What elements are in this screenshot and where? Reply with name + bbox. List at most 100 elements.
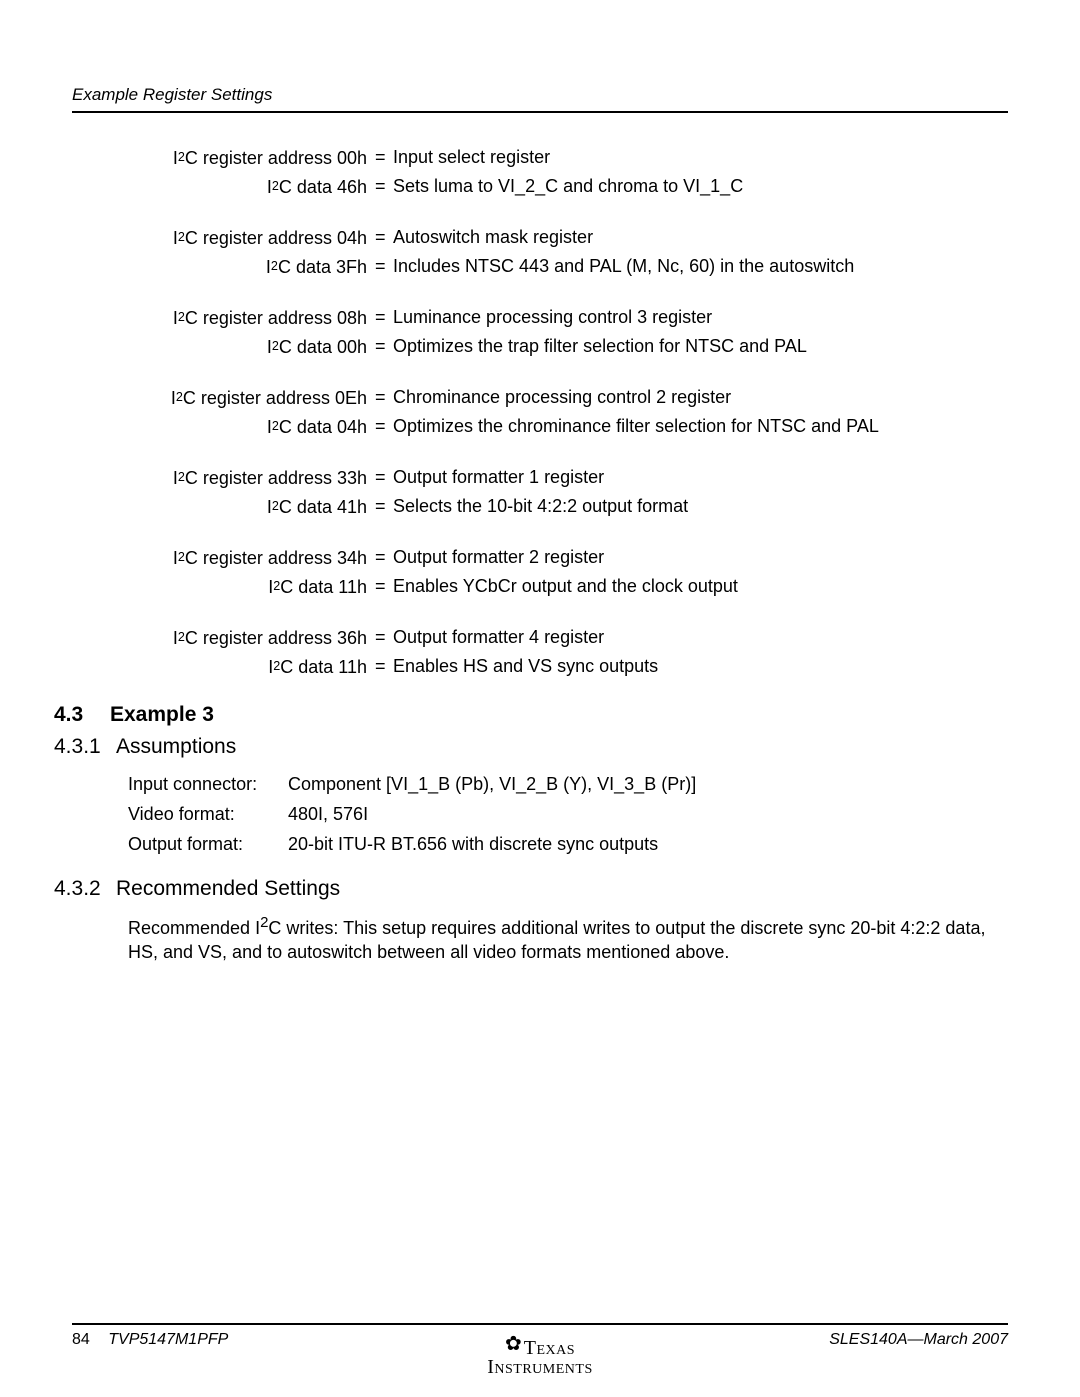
section-number: 4.3	[54, 703, 110, 727]
i2c-label: I2C data 00h	[267, 337, 367, 357]
register-data-label: I2C data 11h	[142, 652, 375, 681]
register-data-desc: Includes NTSC 443 and PAL (M, Nc, 60) in…	[393, 252, 1008, 281]
assumption-value: 20-bit ITU-R BT.656 with discrete sync o…	[288, 829, 658, 859]
equals-sign: =	[375, 652, 393, 681]
i2c-label: I2C register address 00h	[173, 148, 367, 168]
register-data-row: I2C data 11h =Enables YCbCr output and th…	[142, 572, 1008, 601]
page: Example Register Settings I2C register a…	[0, 0, 1080, 1397]
i2c-label: I2C register address 34h	[173, 548, 367, 568]
i2c-label: I2C data 3Fh	[266, 257, 367, 277]
register-entry: I2C register address 08h =Luminance proce…	[142, 303, 1008, 361]
equals-sign: =	[375, 172, 393, 201]
register-entry: I2C register address 36h =Output formatte…	[142, 623, 1008, 681]
register-address-label: I2C register address 0Eh	[142, 383, 375, 412]
running-header: Example Register Settings	[72, 85, 1008, 105]
i2c-label: I2C data 11h	[268, 657, 367, 677]
register-data-label: I2C data 11h	[142, 572, 375, 601]
register-data-label: I2C data 00h	[142, 332, 375, 361]
i2c-label: I2C data 41h	[267, 497, 367, 517]
subsection-title: Recommended Settings	[116, 877, 340, 901]
register-data-row: I2C data 41h =Selects the 10-bit 4:2:2 ou…	[142, 492, 1008, 521]
register-data-label: I2C data 46h	[142, 172, 375, 201]
register-data-label: I2C data 41h	[142, 492, 375, 521]
register-data-desc: Enables YCbCr output and the clock outpu…	[393, 572, 1008, 601]
i2c-label: I2C register address 33h	[173, 468, 367, 488]
i2c-label: I2C register address 04h	[173, 228, 367, 248]
register-data-desc: Optimizes the trap filter selection for …	[393, 332, 1008, 361]
register-data-desc: Sets luma to VI_2_C and chroma to VI_1_C	[393, 172, 1008, 201]
equals-sign: =	[375, 492, 393, 521]
assumption-row: Video format: 480I, 576I	[128, 799, 1008, 829]
register-data-row: I2C data 04h =Optimizes the chrominance f…	[142, 412, 1008, 441]
register-address-desc: Luminance processing control 3 register	[393, 303, 1008, 332]
assumption-row: Input connector: Component [VI_1_B (Pb),…	[128, 769, 1008, 799]
register-data-desc: Selects the 10-bit 4:2:2 output format	[393, 492, 1008, 521]
i2c-label: I2C data 11h	[268, 577, 367, 597]
logo-top: Texas	[524, 1337, 575, 1359]
section-title: Example 3	[110, 703, 214, 727]
logo-bottom: Instruments	[487, 1356, 593, 1379]
register-entry: I2C register address 0Eh =Chrominance pro…	[142, 383, 1008, 441]
subsection-title: Assumptions	[116, 735, 236, 759]
equals-sign: =	[375, 572, 393, 601]
register-data-label: I2C data 3Fh	[142, 252, 375, 281]
register-address-desc: Output formatter 4 register	[393, 623, 1008, 652]
header-rule	[72, 111, 1008, 113]
ti-logo-icon: ✿Texas Instruments	[487, 1331, 593, 1379]
register-entry: I2C register address 33h =Output formatte…	[142, 463, 1008, 521]
i2c-label: I2C register address 08h	[173, 308, 367, 328]
i2c-label: I2C data 04h	[267, 417, 367, 437]
register-address-desc: Input select register	[393, 143, 1008, 172]
register-address-row: I2C register address 34h =Output formatte…	[142, 543, 1008, 572]
equals-sign: =	[375, 463, 393, 492]
register-data-desc: Optimizes the chrominance filter selecti…	[393, 412, 1008, 441]
assumption-value: Component [VI_1_B (Pb), VI_2_B (Y), VI_3…	[288, 769, 696, 799]
register-address-desc: Chrominance processing control 2 registe…	[393, 383, 1008, 412]
footer-right: SLES140A—March 2007	[829, 1331, 1008, 1349]
page-number: 84	[72, 1331, 90, 1348]
equals-sign: =	[375, 252, 393, 281]
register-entry: I2C register address 00h =Input select re…	[142, 143, 1008, 201]
equals-sign: =	[375, 412, 393, 441]
register-address-row: I2C register address 36h=Output formatte…	[142, 623, 1008, 652]
equals-sign: =	[375, 332, 393, 361]
footer-left: 84 TVP5147M1PFP	[72, 1331, 228, 1349]
register-address-label: I2C register address 04h	[142, 223, 375, 252]
register-settings-list: I2C register address 00h=Input select re…	[72, 143, 1008, 681]
rec-prefix: Recommended I	[128, 918, 260, 938]
register-data-row: I2C data 3Fh =Includes NTSC 443 and PAL (…	[142, 252, 1008, 281]
register-address-row: I2C register address 33h =Output formatte…	[142, 463, 1008, 492]
equals-sign: =	[375, 383, 393, 412]
assumption-row: Output format: 20-bit ITU-R BT.656 with …	[128, 829, 1008, 859]
register-address-desc: Autoswitch mask register	[393, 223, 1008, 252]
register-data-row: I2C data 11h=Enables HS and VS sync outp…	[142, 652, 1008, 681]
register-address-label: I2C register address 34h	[142, 543, 375, 572]
page-footer: 84 TVP5147M1PFP ✿Texas Instruments SLES1…	[72, 1323, 1008, 1349]
equals-sign: =	[375, 223, 393, 252]
header-title: Example Register Settings	[72, 85, 272, 104]
register-address-label: I2C register address 33h	[142, 463, 375, 492]
register-entry: I2C register address 34h =Output formatte…	[142, 543, 1008, 601]
register-address-row: I2C register address 04h =Autoswitch mask…	[142, 223, 1008, 252]
register-data-label: I2C data 04h	[142, 412, 375, 441]
section-4-3-heading: 4.3 Example 3	[72, 703, 1008, 727]
i2c-label: I2C register address 36h	[173, 628, 367, 648]
document-id: TVP5147M1PFP	[108, 1331, 228, 1348]
i2c-label: I2C data 46h	[267, 177, 367, 197]
equals-sign: =	[375, 303, 393, 332]
document-rev: SLES140A—March 2007	[829, 1331, 1008, 1348]
register-address-desc: Output formatter 2 register	[393, 543, 1008, 572]
assumption-label: Output format:	[128, 829, 288, 859]
register-entry: I2C register address 04h =Autoswitch mask…	[142, 223, 1008, 281]
equals-sign: =	[375, 543, 393, 572]
i2c-label: I2C register address 0Eh	[171, 388, 367, 408]
recommended-settings-text: Recommended I2C writes: This setup requi…	[128, 911, 1008, 964]
register-address-row: I2C register address 0Eh =Chrominance pro…	[142, 383, 1008, 412]
register-address-desc: Output formatter 1 register	[393, 463, 1008, 492]
register-address-label: I2C register address 36h	[142, 623, 375, 652]
register-address-label: I2C register address 00h	[142, 143, 375, 172]
section-4-3-2-heading: 4.3.2 Recommended Settings	[72, 877, 1008, 901]
assumption-label: Video format:	[128, 799, 288, 829]
assumption-label: Input connector:	[128, 769, 288, 799]
register-address-row: I2C register address 00h=Input select re…	[142, 143, 1008, 172]
